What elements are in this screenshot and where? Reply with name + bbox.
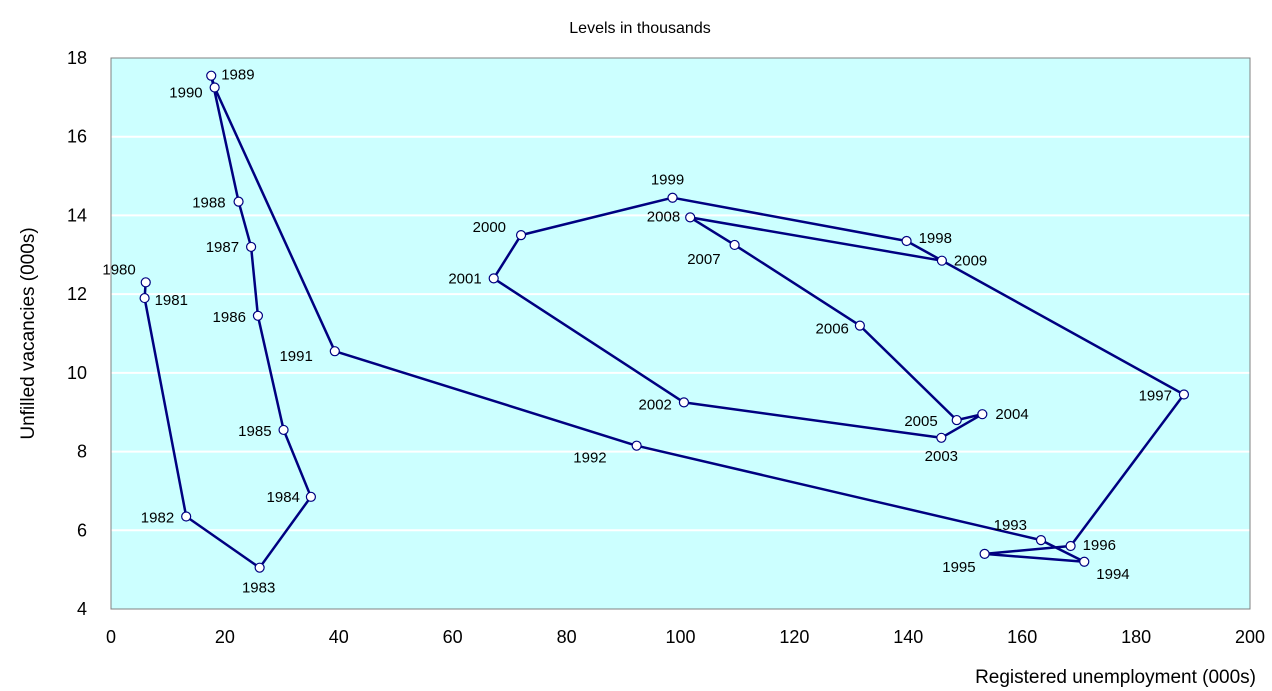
point-label-2008: 2008 (647, 208, 680, 225)
point-label-2009: 2009 (954, 253, 987, 270)
x-tick-label-100: 100 (665, 627, 695, 647)
data-point-2003 (936, 432, 947, 443)
point-label-1985: 1985 (238, 423, 271, 440)
y-tick-label-10: 10 (67, 363, 87, 383)
y-tick-label-16: 16 (67, 127, 87, 147)
data-point-2007 (729, 239, 740, 251)
point-label-1984: 1984 (267, 489, 300, 506)
data-point-1992 (631, 440, 642, 451)
point-label-1986: 1986 (213, 309, 246, 326)
plot-background (111, 58, 1250, 609)
data-point-1985 (278, 424, 289, 436)
data-point-1996 (1065, 540, 1076, 552)
data-point-1998 (901, 235, 912, 247)
y-axis-ticks: 4 6 8 10 12 14 16 18 (67, 48, 87, 619)
data-point-2001 (488, 273, 499, 284)
x-tick-label-200: 200 (1235, 627, 1265, 647)
x-axis-title: Registered unemployment (000s) (975, 667, 1256, 688)
x-tick-label-80: 80 (557, 627, 577, 647)
x-tick-label-60: 60 (443, 627, 463, 647)
data-point-1983 (254, 562, 265, 573)
x-tick-label-20: 20 (215, 627, 235, 647)
point-label-1999: 1999 (651, 172, 684, 189)
data-point-1987 (245, 241, 257, 253)
point-label-2002: 2002 (639, 396, 672, 413)
data-point-2002 (678, 397, 690, 408)
point-label-1995: 1995 (942, 559, 975, 576)
data-point-2000 (515, 230, 527, 241)
y-axis-title: Unfilled vacancies (000s) (18, 227, 39, 439)
x-tick-label-120: 120 (779, 627, 809, 647)
data-point-2006 (854, 320, 865, 331)
y-tick-label-18: 18 (67, 48, 87, 68)
point-label-1990: 1990 (169, 85, 202, 102)
data-point-1988 (233, 196, 244, 207)
point-label-2003: 2003 (925, 448, 958, 465)
point-label-2000: 2000 (473, 219, 506, 236)
point-label-1998: 1998 (919, 230, 952, 247)
point-label-1997: 1997 (1139, 388, 1172, 405)
data-point-2004 (977, 409, 988, 420)
y-tick-label-4: 4 (77, 599, 87, 619)
data-point-1990 (209, 82, 220, 93)
data-point-1997 (1178, 389, 1190, 400)
y-tick-label-12: 12 (67, 284, 87, 304)
series: 1980 1981 1982 1983 1984 1985 1986 1987 1988 1989… (102, 67, 1190, 597)
x-tick-label-0: 0 (106, 627, 116, 647)
data-point-2009 (936, 255, 948, 266)
data-point-1991 (329, 346, 340, 357)
data-point-1980 (140, 277, 151, 288)
x-axis-ticks: 0 20 40 60 80 100 120 140 160 180 200 (106, 627, 1265, 647)
data-point-1982 (181, 511, 192, 522)
point-label-2005: 2005 (904, 413, 937, 430)
x-tick-label-40: 40 (329, 627, 349, 647)
point-label-1992: 1992 (573, 450, 606, 467)
data-point-1994 (1079, 556, 1090, 567)
data-point-1999 (667, 192, 678, 203)
chart-title: Levels in thousands (569, 20, 710, 37)
point-label-1980: 1980 (102, 261, 135, 278)
point-label-1996: 1996 (1083, 537, 1116, 554)
point-label-1989: 1989 (221, 67, 254, 84)
point-label-1991: 1991 (279, 348, 312, 365)
point-label-2007: 2007 (687, 251, 720, 268)
data-point-1989 (206, 70, 217, 81)
point-label-2006: 2006 (816, 321, 849, 338)
data-point-1984 (305, 491, 316, 502)
point-label-1982: 1982 (141, 510, 174, 527)
data-point-1986 (252, 310, 264, 321)
y-tick-label-14: 14 (67, 205, 87, 225)
data-point-2008 (685, 212, 696, 223)
x-tick-label-140: 140 (893, 627, 923, 647)
x-tick-label-160: 160 (1007, 627, 1037, 647)
point-label-1987: 1987 (206, 239, 239, 256)
y-tick-label-6: 6 (77, 520, 87, 540)
point-label-2004: 2004 (995, 406, 1028, 423)
point-label-1994: 1994 (1096, 566, 1129, 583)
point-label-1988: 1988 (192, 195, 225, 212)
data-point-2005 (951, 414, 962, 426)
plot-border (110, 57, 1251, 610)
point-label-1983: 1983 (242, 580, 275, 597)
point-label-1981: 1981 (155, 292, 188, 309)
gridlines (111, 135, 1250, 532)
y-tick-label-8: 8 (77, 442, 87, 462)
x-tick-label-180: 180 (1121, 627, 1151, 647)
data-point-1981 (139, 292, 150, 304)
point-label-2001: 2001 (448, 270, 481, 287)
data-point-1993 (1035, 535, 1047, 546)
point-label-1993: 1993 (994, 517, 1027, 534)
data-point-1995 (979, 548, 990, 560)
